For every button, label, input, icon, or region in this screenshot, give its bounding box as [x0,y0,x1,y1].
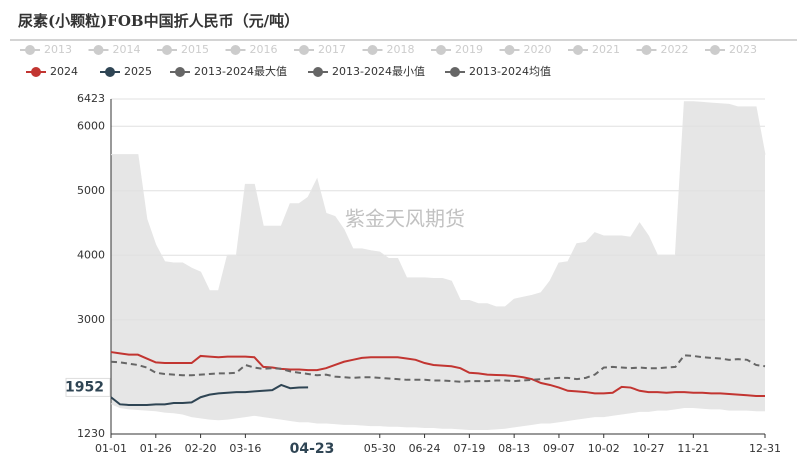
legend-icon [313,67,323,77]
legend-item[interactable]: 2019 [455,43,483,56]
x-tick-label: 05-30 [364,442,396,455]
chart-title: 尿素(小颗粒)FOB中国折人民币（元/吨） [18,12,299,30]
crosshair-y-box [65,377,111,397]
crosshair-y-label: 1952 [65,379,104,395]
legend-item[interactable]: 2023 [729,43,757,56]
legend-item[interactable]: 2024 [50,65,78,78]
x-tick-label: 08-13 [498,442,530,455]
legend-icon [93,45,104,55]
legend-icon [105,67,115,77]
legend-item[interactable]: 2015 [181,43,209,56]
legend-item[interactable]: 2013-2024最小值 [332,65,425,78]
legend-icon [367,45,378,55]
legend-item[interactable]: 2025 [124,65,152,78]
x-tick-label: 02-20 [185,442,217,455]
series-line [110,383,309,406]
x-tick-label: 10-02 [588,442,620,455]
x-tick-label: 01-01 [95,442,127,455]
y-tick-label: 6000 [77,119,105,132]
crosshair-x-label: 04-23 [290,441,335,457]
legend-item[interactable]: 2014 [113,43,141,56]
legend-icon [710,45,720,55]
x-tick-label: 07-19 [453,442,485,455]
legend-icon [504,45,515,55]
legend-item[interactable]: 2013 [44,43,72,56]
x-tick-label: 12-31 [749,442,781,455]
legend-item[interactable]: 2013-2024最大值 [194,64,287,78]
x-tick-label: 06-24 [409,442,441,455]
legend-icon [573,45,583,55]
legend-item[interactable]: 2017 [318,43,346,56]
legend-icon [230,45,241,55]
legend-item[interactable]: 2018 [387,43,415,56]
x-tick-label: 09-07 [543,442,575,455]
legend-icon [175,67,185,77]
y-tick-label: 6423 [77,92,105,105]
legend-item[interactable]: 2022 [661,43,689,56]
watermark: 紫金天风期货 [345,207,465,231]
legend-item[interactable]: 2020 [524,43,552,56]
band-edge [110,403,765,430]
x-tick-label: 03-16 [229,442,261,455]
x-tick-label: 10-27 [633,442,665,455]
range-band [111,101,765,430]
legend-item[interactable]: 2013-2024均值 [469,65,551,78]
legend-icon [31,67,41,77]
y-tick-label: 1230 [77,427,105,440]
y-tick-label: 5000 [77,184,105,197]
legend-item[interactable]: 2016 [250,43,278,56]
band-edge [111,101,766,308]
x-tick-label: 01-26 [140,442,172,455]
legend-icon [25,45,35,55]
y-tick-label: 4000 [77,248,105,261]
legend-icon [162,45,172,55]
series-line [110,351,765,397]
series-line [110,354,766,383]
crosshair-x-box [288,438,336,458]
legend-icon [436,45,446,55]
x-tick-label: 11-21 [677,442,709,455]
legend-icon [299,45,309,55]
y-tick-label: 3000 [77,313,105,326]
legend-icon [450,67,460,77]
legend-icon [641,45,652,55]
legend-item[interactable]: 2021 [592,43,620,56]
